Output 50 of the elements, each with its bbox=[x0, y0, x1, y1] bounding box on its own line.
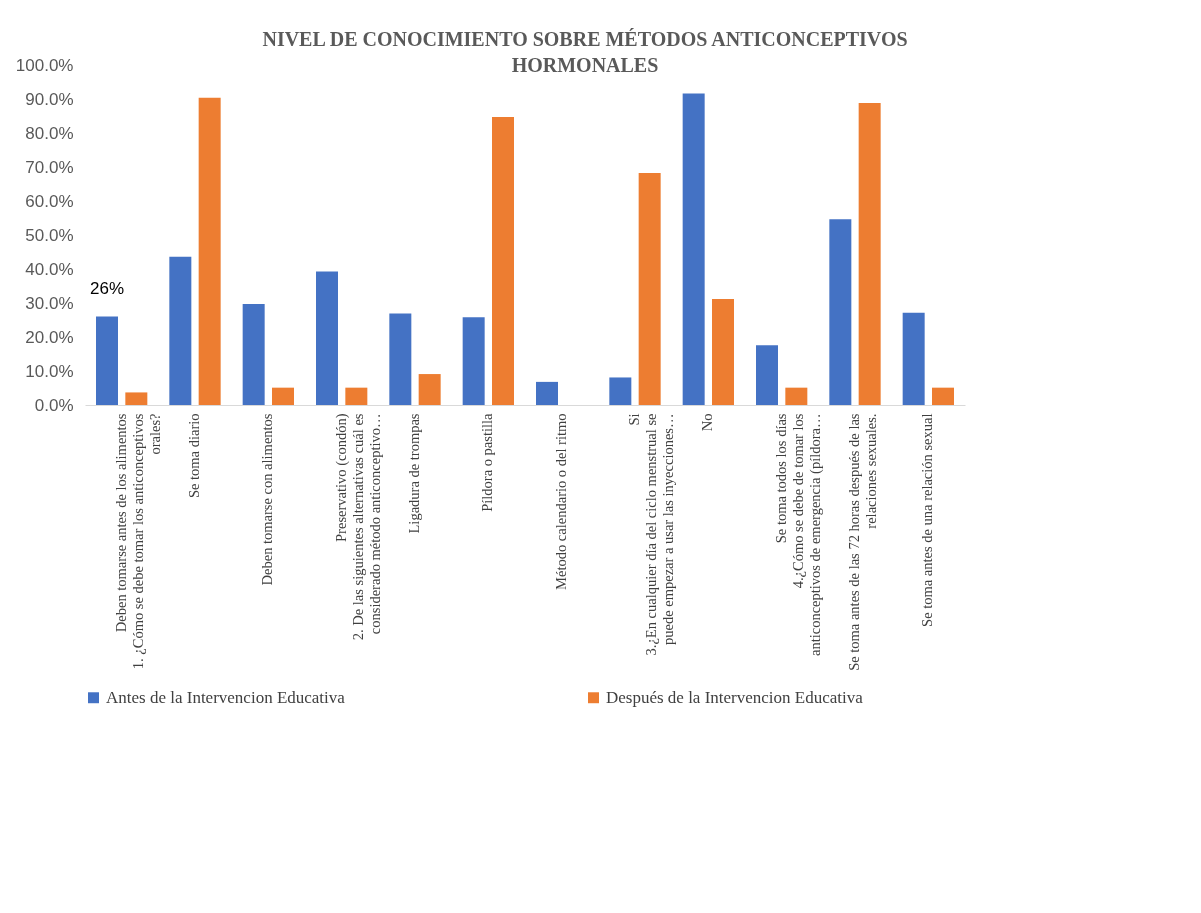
bar bbox=[536, 381, 558, 405]
y-tick-label: 30.0% bbox=[25, 293, 74, 313]
y-tick-label: 100.0% bbox=[15, 55, 74, 75]
bar bbox=[198, 97, 221, 405]
bar bbox=[638, 173, 661, 405]
x-tick-label: Deben tomarse con alimentos bbox=[259, 413, 276, 586]
bar bbox=[272, 387, 294, 405]
bar bbox=[829, 219, 852, 405]
bar bbox=[418, 374, 441, 405]
x-tick-label: Se toma todos los días 4.¿Cómo se debe de tomar los anticonceptivos de emergencia (píldora… bbox=[772, 413, 824, 657]
bar bbox=[462, 317, 485, 405]
legend-label: Después de la Intervencion Educativa bbox=[606, 687, 864, 707]
bar bbox=[492, 117, 514, 405]
bar bbox=[345, 387, 368, 405]
bar bbox=[712, 298, 734, 405]
x-tick-label: Método calendario o del ritmo bbox=[552, 413, 569, 590]
x-tick-label: Se toma antes de las 72 horas después de las relaciones sexuales. bbox=[846, 413, 879, 671]
bar bbox=[242, 304, 265, 405]
x-tick-label: Píldora o pastilla bbox=[479, 412, 496, 512]
x-tick-label: Ligadura de trompas bbox=[406, 413, 422, 534]
bar bbox=[609, 377, 632, 405]
bar bbox=[682, 93, 705, 405]
chart-title: NIVEL DE CONOCIMIENTO SOBRE MÉTODOS ANTICONCEPTIVOS HORMONALES bbox=[262, 28, 908, 76]
bar bbox=[169, 256, 192, 405]
data-label: 26% bbox=[89, 278, 125, 298]
y-tick-label: 20.0% bbox=[25, 327, 74, 347]
bar bbox=[389, 313, 412, 405]
y-tick-label: 70.0% bbox=[25, 157, 74, 177]
x-tick-label: No bbox=[699, 413, 716, 432]
y-tick-label: 10.0% bbox=[25, 361, 74, 381]
y-tick-label: 90.0% bbox=[25, 89, 74, 109]
y-tick-label: 50.0% bbox=[25, 225, 74, 245]
x-tick-label: Si 3.¿En cualquier día del ciclo menstrual se puede empezar a usar las inyecciones… bbox=[626, 413, 676, 656]
x-tick-label: Preservativo (condón) 2. De las siguientes alternativas cuál es considerado método anticonceptivo… bbox=[332, 413, 383, 641]
y-tick-label: 60.0% bbox=[25, 191, 74, 211]
bar bbox=[316, 271, 338, 405]
bar bbox=[858, 103, 881, 405]
bar bbox=[902, 312, 925, 405]
y-tick-label: 40.0% bbox=[25, 259, 74, 279]
x-tick-label: Deben tomarse antes de los alimentos 1. ¿Cómo se debe tomar los anticonceptivos orales? bbox=[112, 413, 163, 670]
bar bbox=[96, 316, 118, 405]
y-tick-label: 80.0% bbox=[25, 123, 74, 143]
x-tick-label: Se toma diario bbox=[186, 413, 202, 499]
legend-label: Antes de la Intervencion Educativa bbox=[106, 687, 346, 707]
bar bbox=[756, 345, 778, 405]
bar bbox=[932, 387, 954, 405]
bar bbox=[785, 387, 808, 405]
x-tick-label: Se toma antes de una relación sexual bbox=[919, 413, 936, 627]
bar bbox=[125, 392, 148, 405]
y-tick-label: 0.0% bbox=[34, 395, 74, 415]
